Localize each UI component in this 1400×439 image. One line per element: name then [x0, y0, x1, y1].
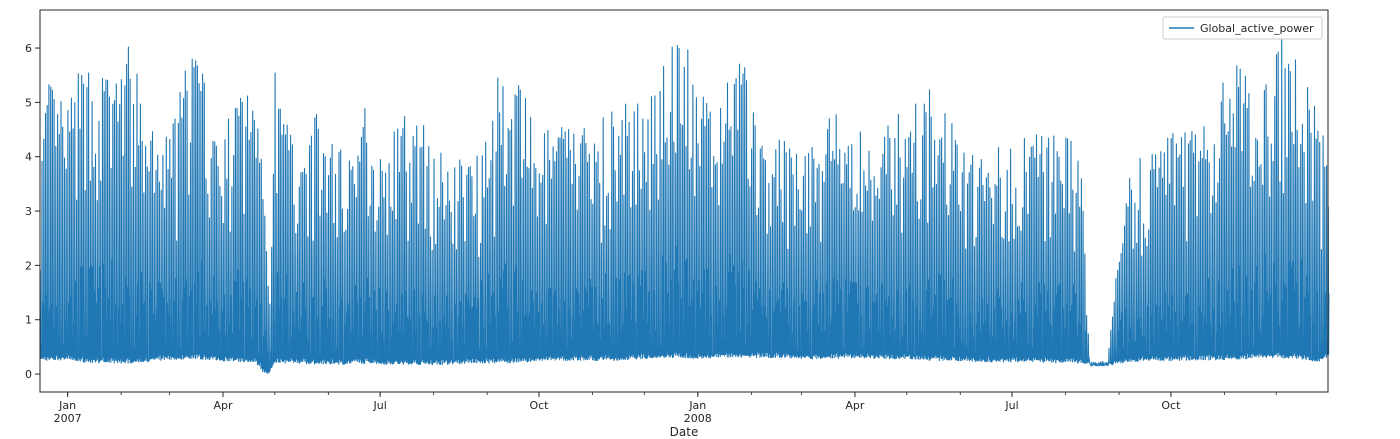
y-tick-label: 5: [25, 96, 32, 109]
y-tick-label: 0: [25, 368, 32, 381]
y-tick-label: 1: [25, 314, 32, 327]
x-tick-label: Oct: [529, 399, 549, 412]
legend: Global_active_power: [1163, 17, 1322, 39]
x-tick-label: Jan: [688, 399, 706, 412]
x-tick-year-label: 2008: [684, 412, 712, 425]
legend-label: Global_active_power: [1200, 22, 1314, 35]
y-tick-label: 3: [25, 205, 32, 218]
x-tick-label: Jul: [372, 399, 386, 412]
x-tick-label: Jul: [1004, 399, 1018, 412]
y-tick-label: 4: [25, 151, 32, 164]
x-tick-label: Apr: [213, 399, 233, 412]
x-axis-title: Date: [670, 425, 699, 439]
x-tick-year-label: 2007: [54, 412, 82, 425]
x-tick-label: Jan: [58, 399, 76, 412]
x-tick-label: Oct: [1161, 399, 1181, 412]
y-tick-label: 2: [25, 259, 32, 272]
y-tick-label: 6: [25, 42, 32, 55]
x-tick-label: Apr: [845, 399, 865, 412]
